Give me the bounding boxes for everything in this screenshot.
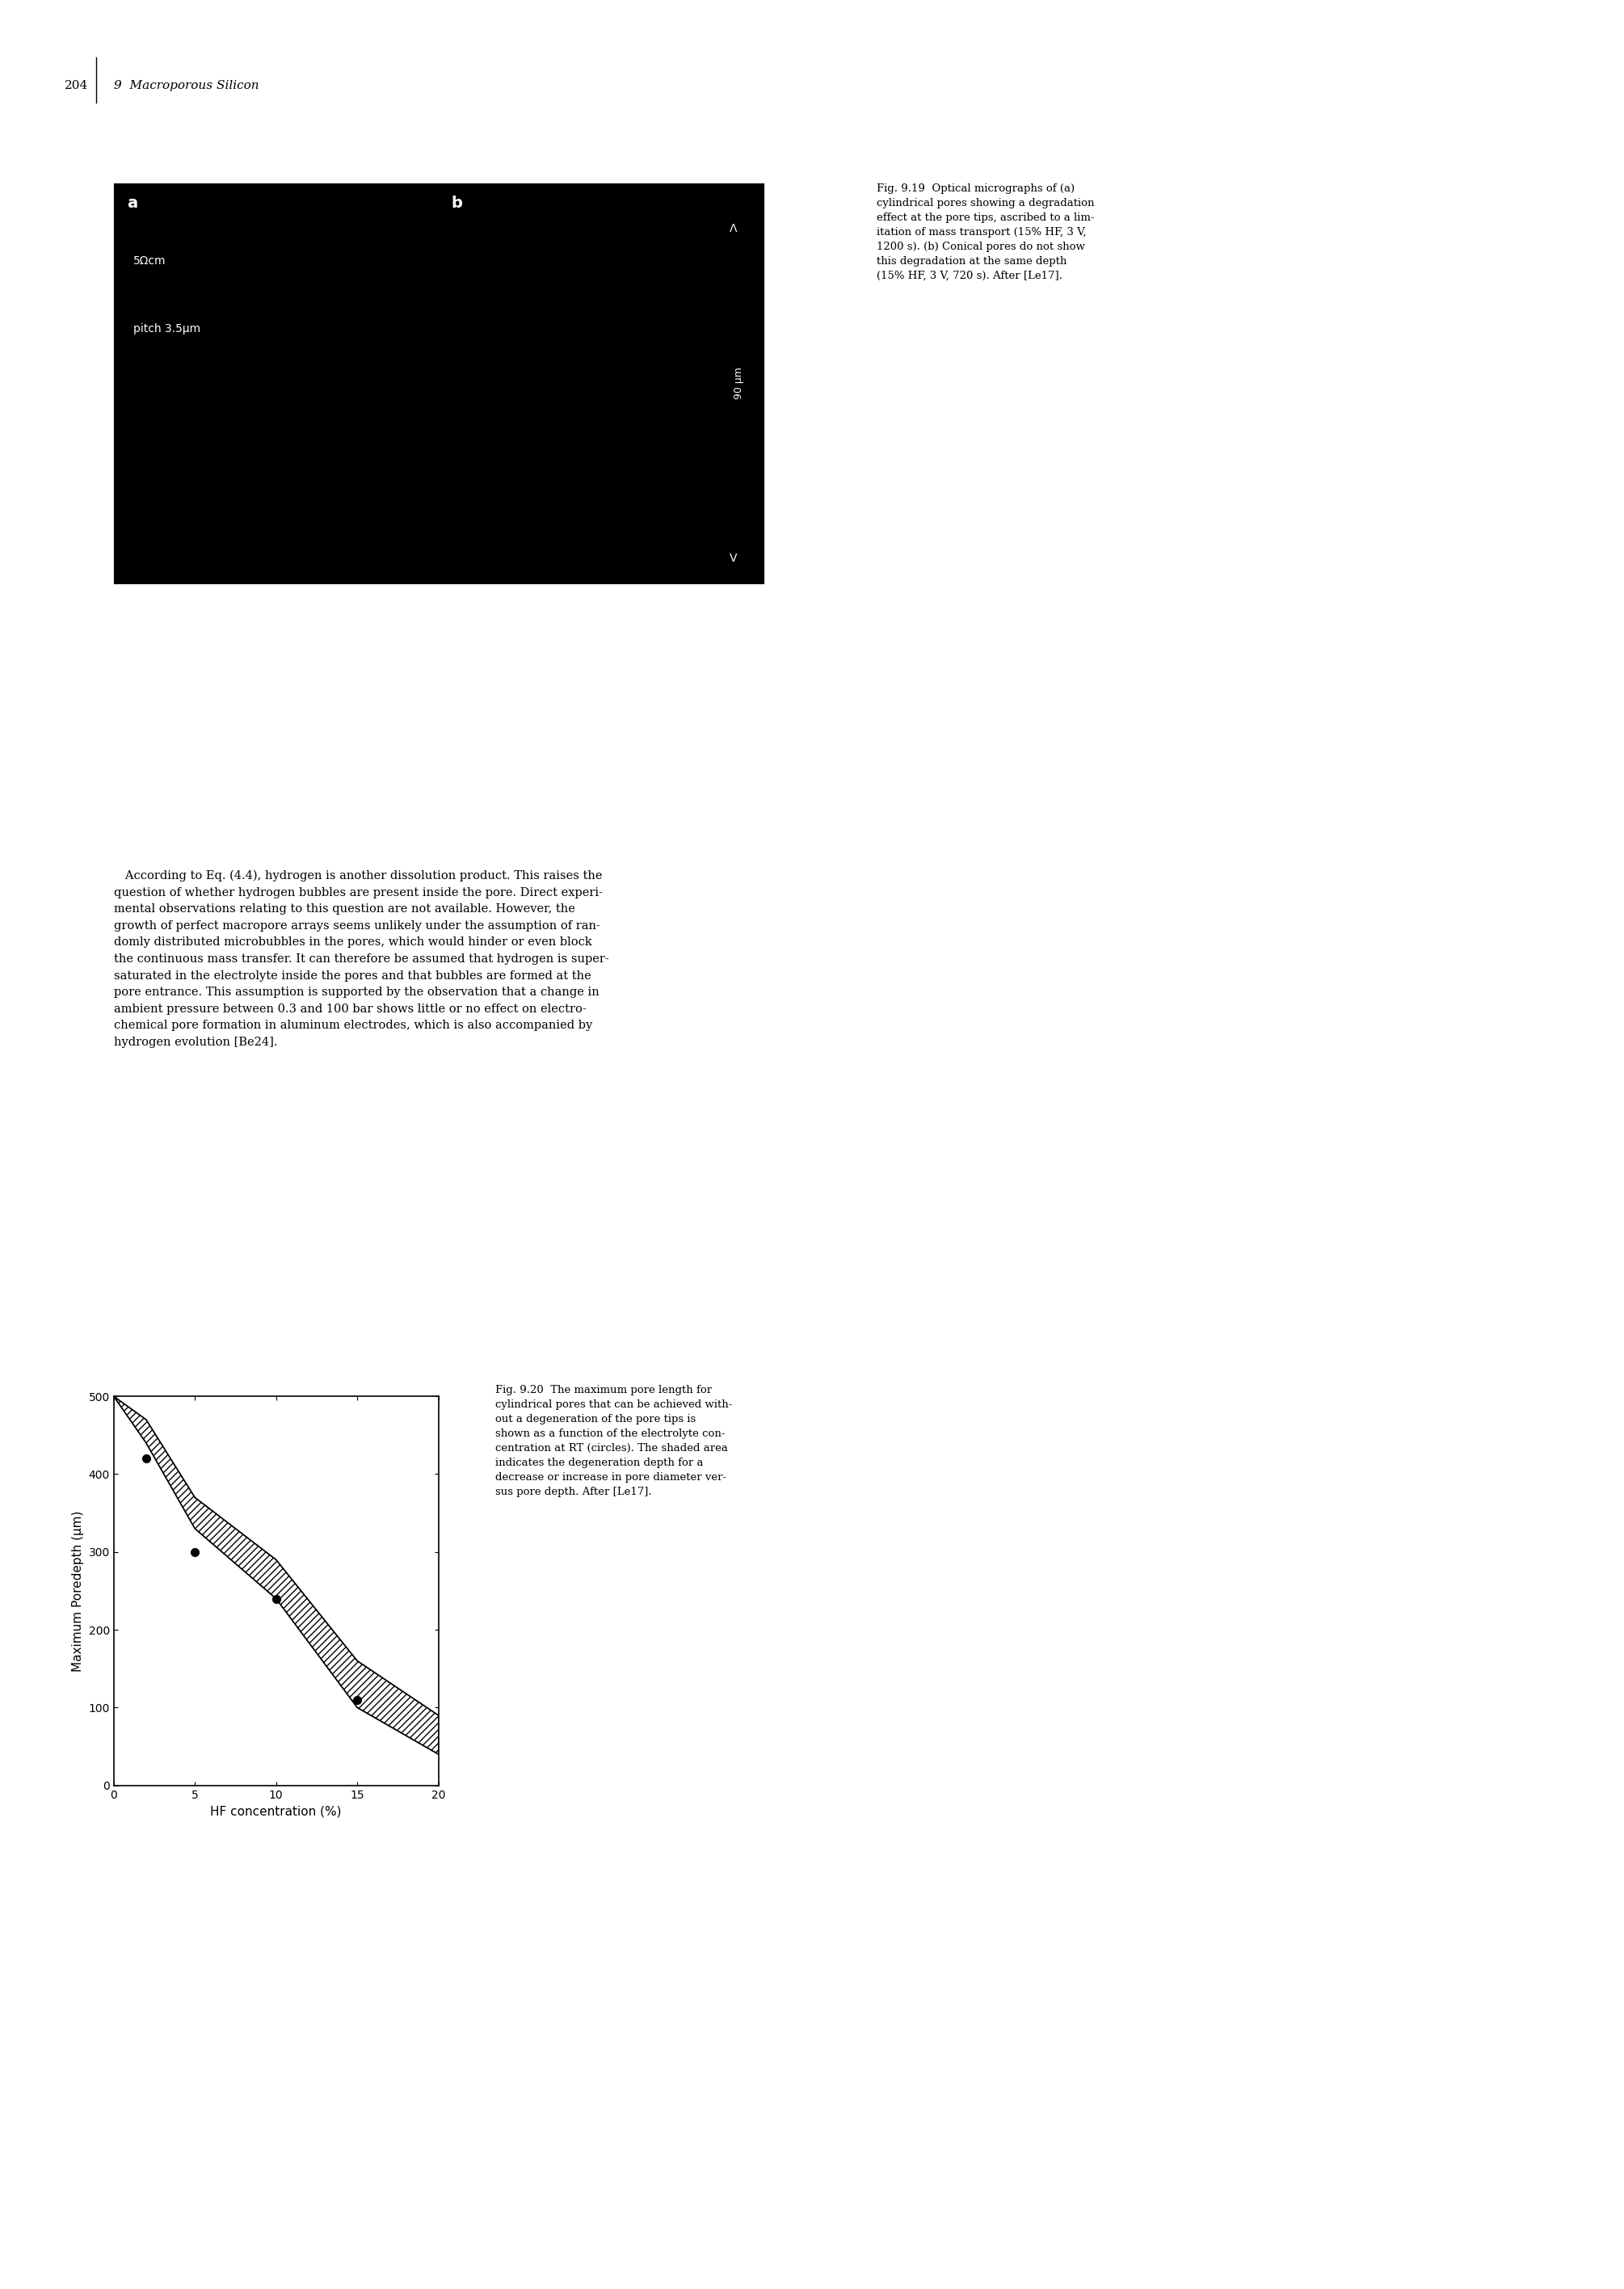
Text: Fig. 9.19  Optical micrographs of (a)
cylindrical pores showing a degradation
ef: Fig. 9.19 Optical micrographs of (a) cyl… — [877, 183, 1095, 282]
Text: pitch 3.5μm: pitch 3.5μm — [133, 323, 200, 334]
Text: 90 μm: 90 μm — [734, 366, 744, 401]
Text: 204: 204 — [65, 80, 89, 92]
Text: 5Ωcm: 5Ωcm — [133, 256, 166, 266]
Text: According to Eq. (4.4), hydrogen is another dissolution product. This raises the: According to Eq. (4.4), hydrogen is anot… — [114, 870, 609, 1048]
Y-axis label: Maximum Poredepth (μm): Maximum Poredepth (μm) — [71, 1511, 84, 1671]
Text: Fig. 9.20  The maximum pore length for
cylindrical pores that can be achieved wi: Fig. 9.20 The maximum pore length for cy… — [495, 1385, 732, 1497]
X-axis label: HF concentration (%): HF concentration (%) — [211, 1806, 341, 1817]
Text: V: V — [729, 552, 737, 563]
Text: Λ: Λ — [729, 224, 737, 233]
Text: b: b — [451, 195, 463, 211]
Text: 9  Macroporous Silicon: 9 Macroporous Silicon — [114, 80, 258, 92]
Text: a: a — [127, 195, 138, 211]
